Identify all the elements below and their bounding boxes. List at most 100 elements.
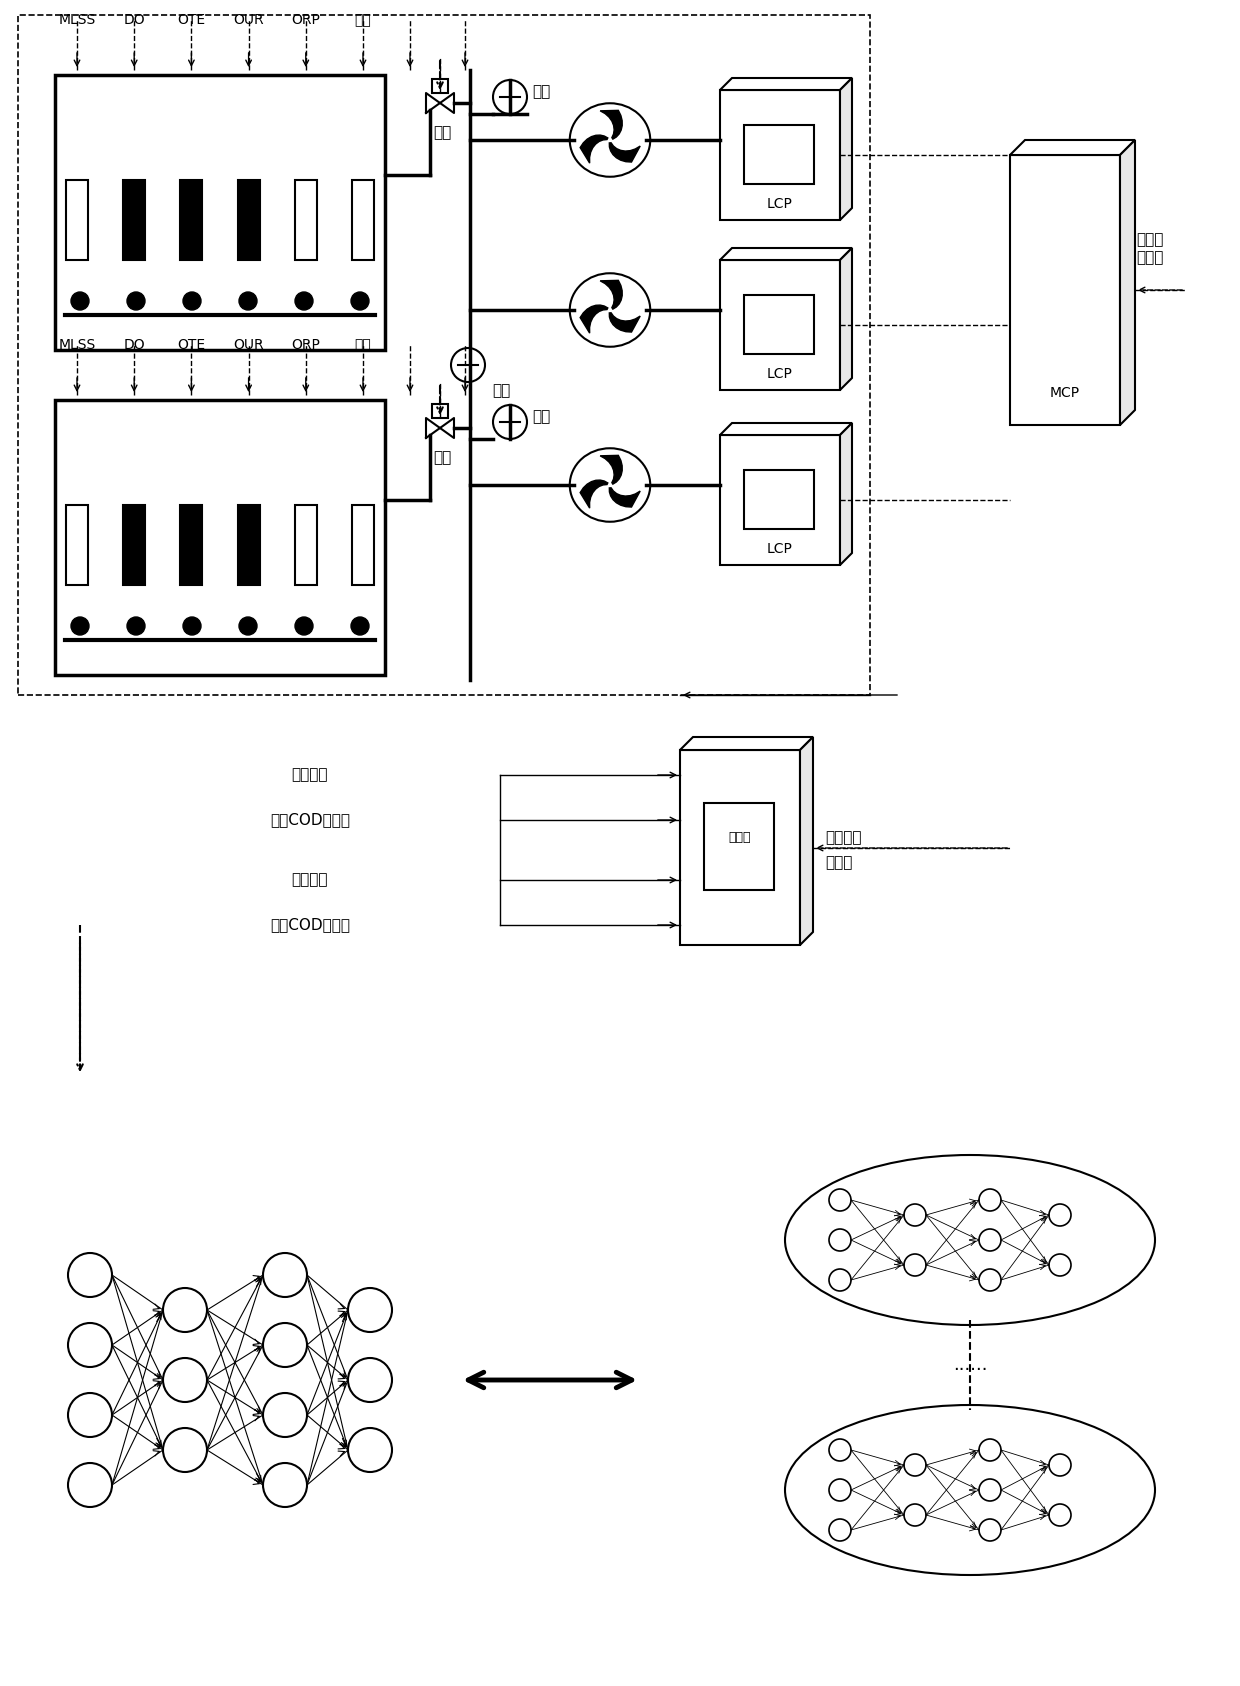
Bar <box>295 180 316 260</box>
Circle shape <box>980 1438 1001 1462</box>
Text: DO: DO <box>124 337 145 352</box>
Text: 氨氮: 氨氮 <box>355 13 371 27</box>
Bar <box>66 506 88 585</box>
Bar <box>66 180 88 260</box>
Text: ORP: ORP <box>291 13 320 27</box>
Text: LCP: LCP <box>768 197 792 211</box>
Polygon shape <box>609 143 640 162</box>
Circle shape <box>904 1453 926 1475</box>
Circle shape <box>162 1428 207 1472</box>
Text: OUR: OUR <box>233 337 264 352</box>
Circle shape <box>830 1229 851 1251</box>
Circle shape <box>1049 1504 1071 1526</box>
Bar <box>352 180 374 260</box>
Polygon shape <box>609 314 640 332</box>
Circle shape <box>1049 1204 1071 1226</box>
Circle shape <box>830 1519 851 1541</box>
Circle shape <box>1049 1254 1071 1276</box>
Circle shape <box>263 1393 308 1436</box>
Circle shape <box>830 1438 851 1462</box>
Bar <box>352 506 374 585</box>
Bar <box>744 125 813 184</box>
Circle shape <box>980 1519 1001 1541</box>
Text: 阀门: 阀门 <box>433 450 451 465</box>
Text: 压力: 压力 <box>492 383 510 398</box>
Ellipse shape <box>785 1404 1154 1575</box>
Bar <box>680 750 800 944</box>
Circle shape <box>980 1270 1001 1291</box>
Text: 出水COD、氨氮: 出水COD、氨氮 <box>270 917 350 932</box>
Text: 控制柜: 控制柜 <box>825 855 852 870</box>
Bar <box>1011 155 1120 425</box>
Bar <box>123 180 145 260</box>
Text: 阀门: 阀门 <box>433 125 451 140</box>
Bar <box>432 405 448 418</box>
Circle shape <box>980 1189 1001 1211</box>
Circle shape <box>980 1479 1001 1501</box>
Text: LCP: LCP <box>768 543 792 556</box>
Circle shape <box>904 1204 926 1226</box>
Circle shape <box>348 1288 392 1332</box>
Text: LCP: LCP <box>768 368 792 381</box>
Circle shape <box>830 1270 851 1291</box>
Bar <box>55 400 384 674</box>
Text: MLSS: MLSS <box>58 337 95 352</box>
Polygon shape <box>839 423 852 565</box>
Circle shape <box>239 617 257 636</box>
Polygon shape <box>800 737 813 944</box>
Circle shape <box>68 1463 112 1507</box>
Polygon shape <box>580 305 608 334</box>
Text: DO: DO <box>124 13 145 27</box>
Text: MCP: MCP <box>1050 386 1080 400</box>
Circle shape <box>263 1253 308 1297</box>
Bar <box>720 260 839 389</box>
Circle shape <box>263 1463 308 1507</box>
Polygon shape <box>580 135 608 164</box>
Bar <box>238 506 259 585</box>
Circle shape <box>126 617 145 636</box>
Text: MLSS: MLSS <box>58 13 95 27</box>
Bar <box>720 435 839 565</box>
Circle shape <box>184 617 201 636</box>
Text: 氨氮: 氨氮 <box>355 337 371 352</box>
Circle shape <box>71 617 89 636</box>
Bar <box>19 15 870 695</box>
Ellipse shape <box>569 103 650 177</box>
Circle shape <box>263 1324 308 1367</box>
Bar <box>432 79 448 93</box>
Bar <box>180 180 202 260</box>
Bar <box>55 74 384 351</box>
Circle shape <box>980 1229 1001 1251</box>
Text: 进水流量: 进水流量 <box>291 767 329 782</box>
Polygon shape <box>1120 140 1135 425</box>
Circle shape <box>71 292 89 310</box>
Circle shape <box>830 1479 851 1501</box>
Circle shape <box>126 292 145 310</box>
Polygon shape <box>600 110 622 140</box>
Text: OUR: OUR <box>233 13 264 27</box>
Text: 进水COD、氨氮: 进水COD、氨氮 <box>270 813 350 828</box>
Polygon shape <box>1011 140 1135 155</box>
Ellipse shape <box>785 1155 1154 1325</box>
Circle shape <box>351 617 370 636</box>
Polygon shape <box>580 481 608 507</box>
Text: OTE: OTE <box>177 13 206 27</box>
Polygon shape <box>839 78 852 219</box>
Polygon shape <box>609 487 640 507</box>
Bar <box>180 506 202 585</box>
Text: 出水流量: 出水流量 <box>291 872 329 887</box>
Polygon shape <box>600 455 622 484</box>
Bar <box>295 506 316 585</box>
Circle shape <box>162 1357 207 1403</box>
Circle shape <box>904 1504 926 1526</box>
Bar <box>123 506 145 585</box>
Circle shape <box>451 347 485 383</box>
Circle shape <box>904 1254 926 1276</box>
Polygon shape <box>839 248 852 389</box>
Polygon shape <box>720 423 852 435</box>
Polygon shape <box>720 248 852 260</box>
Circle shape <box>351 292 370 310</box>
Circle shape <box>494 405 527 438</box>
Circle shape <box>295 617 312 636</box>
Circle shape <box>68 1253 112 1297</box>
